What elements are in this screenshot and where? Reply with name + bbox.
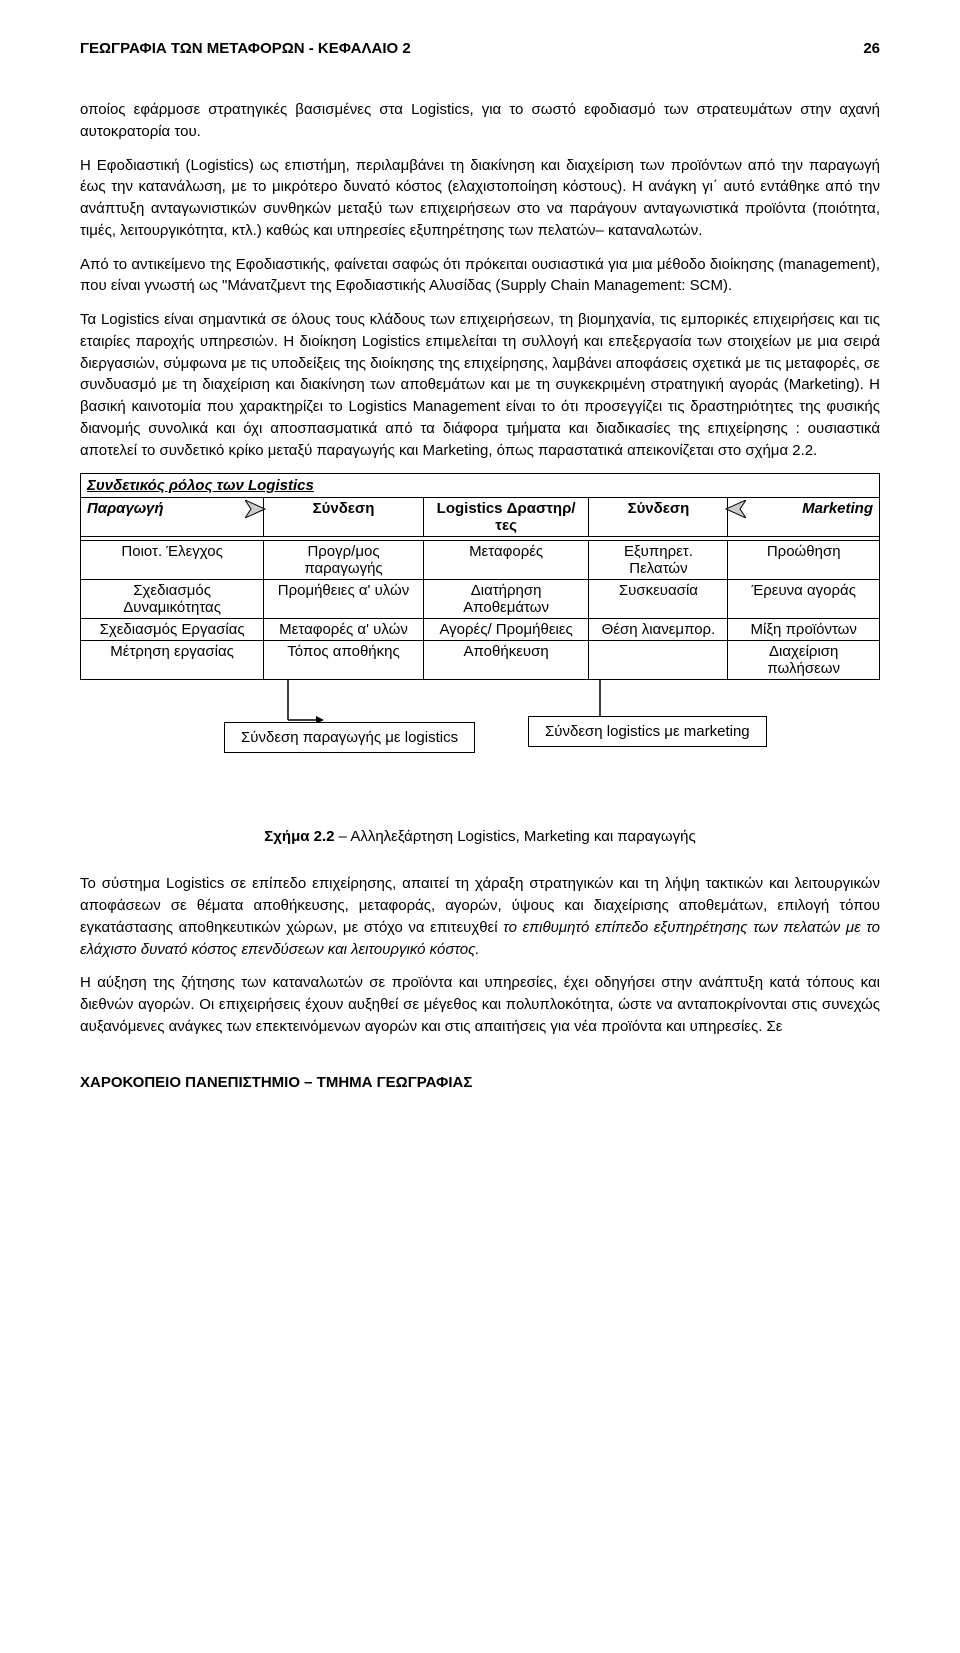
diagram-table: Παραγωγή Σύνδεση Logistics Δραστηρ/τες Σ… — [80, 497, 880, 680]
table-row: Σχεδιασμός Δυναμικότητας Προμήθειες α' υ… — [81, 580, 880, 619]
cell: Αποθήκευση — [423, 641, 589, 680]
caption-label: Σχήμα 2.2 — [264, 828, 334, 845]
paragraph-5: Το σύστημα Logistics σε επίπεδο επιχείρη… — [80, 873, 880, 960]
diagram-container: Συνδετικός ρόλος των Logistics Παραγωγή … — [80, 473, 880, 800]
cell: Ποιοτ. Έλεγχος — [81, 541, 264, 580]
table-header-row: Παραγωγή Σύνδεση Logistics Δραστηρ/τες Σ… — [81, 498, 880, 537]
cell: Διατήρηση Αποθεμάτων — [423, 580, 589, 619]
cell: Σχεδιασμός Δυναμικότητας — [81, 580, 264, 619]
col-header-marketing-text: Marketing — [802, 500, 873, 517]
page-footer: ΧΑΡΟΚΟΠΕΙΟ ΠΑΝΕΠΙΣΤΗΜΙΟ – ΤΜΗΜΑ ΓΕΩΓΡΑΦΙ… — [80, 1074, 880, 1091]
cell: Θέση λιανεμπορ. — [589, 619, 728, 641]
cell: Προμήθειες α' υλών — [264, 580, 424, 619]
paragraph-6: Η αύξηση της ζήτησης των καταναλωτών σε … — [80, 972, 880, 1037]
cell: Μέτρηση εργασίας — [81, 641, 264, 680]
cell: Σχεδιασμός Εργασίας — [81, 619, 264, 641]
paragraph-4: Τα Logistics είναι σημαντικά σε όλους το… — [80, 309, 880, 461]
col-header-link2: Σύνδεση — [589, 498, 728, 537]
col-header-production: Παραγωγή — [81, 498, 264, 537]
link-boxes-area: Σύνδεση παραγωγής με logistics Σύνδεση l… — [80, 680, 880, 800]
link-box-logistics-marketing: Σύνδεση logistics με marketing — [528, 716, 767, 747]
page-number: 26 — [863, 40, 880, 57]
col-header-logistics: Logistics Δραστηρ/τες — [423, 498, 589, 537]
col-header-link1: Σύνδεση — [264, 498, 424, 537]
arrow-icon — [718, 500, 746, 518]
cell: Μεταφορές — [423, 541, 589, 580]
header-left: ΓΕΩΓΡΑΦΙΑ ΤΩΝ ΜΕΤΑΦΟΡΩΝ - ΚΕΦΑΛΑΙΟ 2 — [80, 40, 411, 57]
page-header: ΓΕΩΓΡΑΦΙΑ ΤΩΝ ΜΕΤΑΦΟΡΩΝ - ΚΕΦΑΛΑΙΟ 2 26 — [80, 40, 880, 57]
col-header-production-text: Παραγωγή — [87, 500, 164, 517]
link-box-production-logistics: Σύνδεση παραγωγής με logistics — [224, 722, 475, 753]
paragraph-3: Από το αντικείμενο της Εφοδιαστικής, φαί… — [80, 254, 880, 298]
cell: Τόπος αποθήκης — [264, 641, 424, 680]
col-header-marketing: Marketing — [728, 498, 880, 537]
diagram-title: Συνδετικός ρόλος των Logistics — [80, 473, 880, 497]
table-row: Ποιοτ. Έλεγχος Προγρ/μος παραγωγής Μεταφ… — [81, 541, 880, 580]
cell — [589, 641, 728, 680]
figure-caption: Σχήμα 2.2 – Αλληλεξάρτηση Logistics, Mar… — [80, 828, 880, 845]
cell: Έρευνα αγοράς — [728, 580, 880, 619]
cell: Μίξη προϊόντων — [728, 619, 880, 641]
cell: Αγορές/ Προμήθειες — [423, 619, 589, 641]
cell: Διαχείριση πωλήσεων — [728, 641, 880, 680]
paragraph-2: Η Εφοδιαστική (Logistics) ως επιστήμη, π… — [80, 155, 880, 242]
cell: Προώθηση — [728, 541, 880, 580]
cell: Μεταφορές α' υλών — [264, 619, 424, 641]
arrow-icon — [245, 500, 273, 518]
cell: Εξυπηρετ. Πελατών — [589, 541, 728, 580]
paragraph-1: οποίος εφάρμοσε στρατηγικές βασισμένες σ… — [80, 99, 880, 143]
cell: Προγρ/μος παραγωγής — [264, 541, 424, 580]
table-row: Σχεδιασμός Εργασίας Μεταφορές α' υλών Αγ… — [81, 619, 880, 641]
cell: Συσκευασία — [589, 580, 728, 619]
table-row: Μέτρηση εργασίας Τόπος αποθήκης Αποθήκευ… — [81, 641, 880, 680]
caption-text: – Αλληλεξάρτηση Logistics, Marketing και… — [334, 828, 695, 845]
